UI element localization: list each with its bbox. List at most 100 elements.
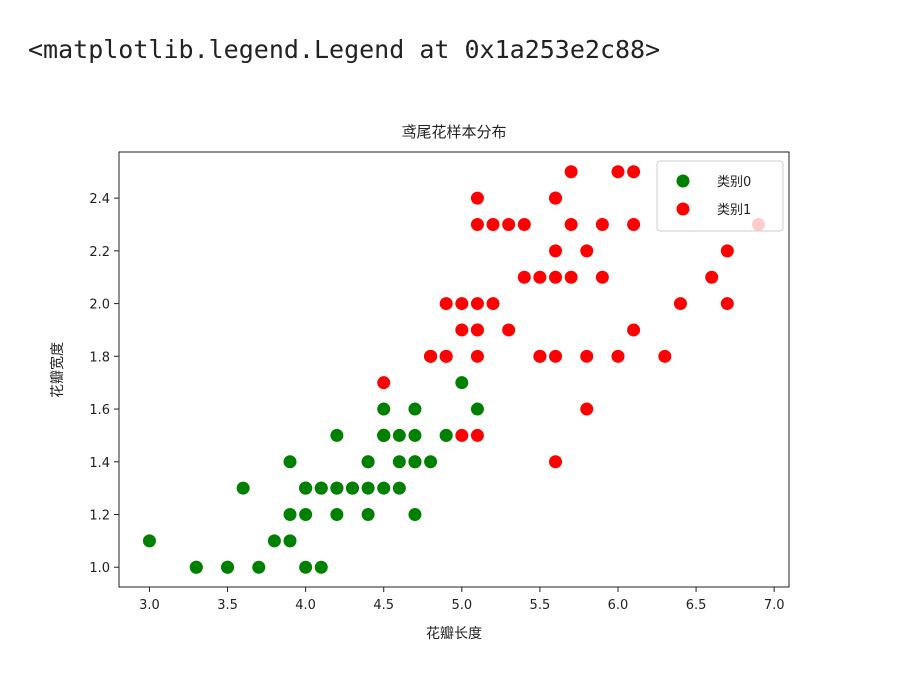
point: [486, 297, 500, 311]
point: [189, 560, 203, 574]
plot-frame: [118, 151, 790, 588]
point: [221, 560, 235, 574]
point: [283, 508, 297, 521]
point: [564, 218, 578, 231]
point: [361, 508, 375, 521]
point: [673, 297, 687, 311]
point: [392, 455, 406, 469]
point: [549, 455, 563, 469]
point: [314, 481, 328, 495]
legend-marker: [676, 202, 690, 216]
point: [470, 191, 484, 205]
point: [299, 560, 313, 574]
point: [330, 481, 344, 495]
point: [580, 402, 594, 416]
x-tick-label: 6.5: [686, 598, 707, 613]
point: [627, 218, 641, 231]
point: [455, 376, 469, 390]
point: [549, 244, 563, 258]
point: [236, 481, 250, 495]
point: [470, 349, 484, 363]
point: [470, 402, 484, 416]
point: [392, 481, 406, 495]
point: [549, 349, 563, 363]
point: [439, 349, 453, 363]
legend-label: 类别1: [717, 203, 751, 218]
point: [533, 270, 547, 284]
point: [580, 244, 594, 258]
point: [611, 165, 625, 179]
y-tick-label: 1.4: [89, 456, 110, 471]
point: [267, 534, 281, 548]
y-tick-label: 1.2: [89, 509, 110, 524]
point: [408, 402, 422, 416]
x-tick-label: 3.5: [217, 598, 238, 613]
legend-label: 类别0: [717, 175, 751, 190]
y-axis-label: 花瓣宽度: [49, 342, 66, 398]
point: [330, 508, 344, 521]
point: [720, 244, 734, 258]
point: [658, 349, 672, 363]
point: [564, 165, 578, 179]
point: [611, 349, 625, 363]
point: [470, 428, 484, 442]
point: [595, 218, 609, 231]
point: [564, 270, 578, 284]
point: [377, 428, 391, 442]
x-tick-label: 7.0: [764, 598, 785, 613]
point: [283, 455, 297, 469]
point: [361, 481, 375, 495]
point: [424, 455, 438, 469]
y-tick-label: 1.0: [89, 561, 110, 576]
y-tick-label: 1.6: [89, 403, 110, 418]
point: [408, 508, 422, 521]
point: [517, 218, 531, 231]
point: [377, 402, 391, 416]
chart-title: 鸢尾花样本分布: [401, 123, 506, 141]
y-tick-label: 2.4: [89, 192, 110, 207]
point: [377, 481, 391, 495]
point: [549, 270, 563, 284]
point: [314, 560, 328, 574]
point: [455, 323, 469, 337]
x-tick-label: 5.0: [451, 598, 472, 613]
point: [705, 270, 719, 284]
point: [455, 297, 469, 311]
x-tick-label: 4.0: [295, 598, 316, 613]
point: [470, 323, 484, 337]
point: [455, 428, 469, 442]
point: [252, 560, 266, 574]
legend-box: [656, 160, 784, 232]
x-tick-label: 5.5: [530, 598, 551, 613]
y-tick-label: 2.2: [89, 245, 110, 260]
output-text: <matplotlib.legend.Legend at 0x1a253e2c8…: [28, 35, 660, 64]
point: [627, 323, 641, 337]
point: [377, 376, 391, 390]
point: [486, 218, 500, 231]
point: [595, 270, 609, 284]
point: [439, 297, 453, 311]
point: [408, 428, 422, 442]
point: [345, 481, 359, 495]
point: [470, 218, 484, 231]
point: [330, 428, 344, 442]
x-tick-label: 4.5: [373, 598, 394, 613]
point: [517, 270, 531, 284]
point: [470, 297, 484, 311]
point: [580, 349, 594, 363]
point: [299, 508, 313, 521]
point: [424, 349, 438, 363]
point: [408, 455, 422, 469]
x-axis-label: 花瓣长度: [426, 626, 482, 642]
point: [392, 428, 406, 442]
point: [439, 428, 453, 442]
point: [299, 481, 313, 495]
y-tick-label: 1.8: [89, 350, 110, 365]
point: [533, 349, 547, 363]
point: [720, 297, 734, 311]
point: [627, 165, 641, 179]
x-tick-label: 6.0: [608, 598, 629, 613]
point: [142, 534, 156, 548]
